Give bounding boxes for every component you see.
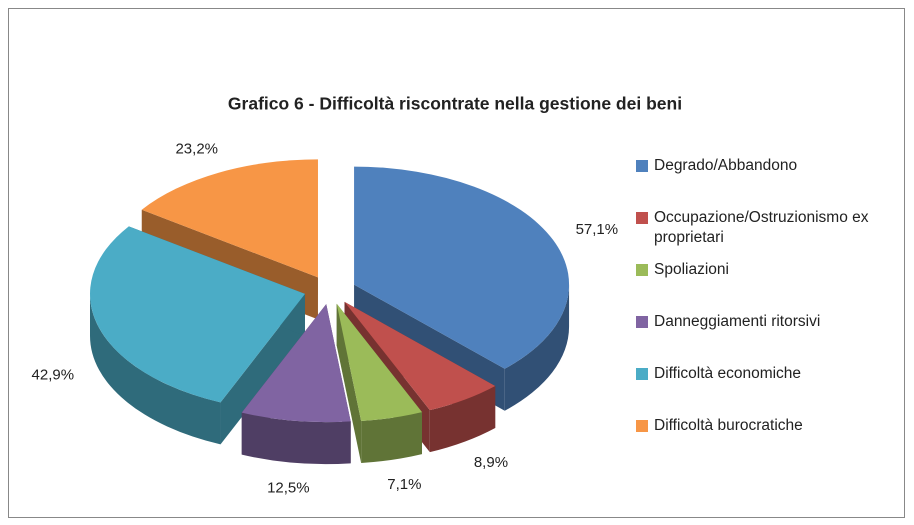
legend-label: Difficoltà economiche xyxy=(654,365,802,382)
slice-side xyxy=(90,293,221,445)
data-label: 23,2% xyxy=(175,141,218,158)
slice-wall xyxy=(336,303,362,464)
slice xyxy=(241,304,351,465)
legend-item: Degrado/Abbandono xyxy=(630,150,900,202)
legend-label: Spoliazioni xyxy=(654,261,729,278)
legend-label: Danneggiamenti ritorsivi xyxy=(654,313,821,330)
data-label: 8,9% xyxy=(474,454,508,471)
chart-title: Grafico 6 - Difficoltà riscontrate nella… xyxy=(228,94,682,114)
legend-swatch xyxy=(636,160,648,172)
legend-label: Occupazione/Ostruzionismo ex proprietari xyxy=(654,209,869,246)
slice-side xyxy=(361,412,423,464)
slice-wall xyxy=(220,293,306,445)
legend-swatch xyxy=(636,368,648,380)
legend-item: Occupazione/Ostruzionismo ex proprietari xyxy=(630,202,900,254)
legend-swatch xyxy=(636,316,648,328)
data-label: 42,9% xyxy=(32,366,75,383)
slice-top xyxy=(90,226,306,403)
data-label: 12,5% xyxy=(267,480,310,497)
legend: Degrado/Abbandono Occupazione/Ostruzionis… xyxy=(630,150,900,462)
slice-top xyxy=(344,301,496,411)
slice xyxy=(336,303,423,464)
legend-label: Difficoltà burocratiche xyxy=(654,417,803,434)
legend-item: Spoliazioni xyxy=(630,254,900,306)
slice-side xyxy=(504,284,570,411)
legend-item: Difficoltà burocratiche xyxy=(630,410,900,462)
slice-top xyxy=(141,159,318,278)
data-label: 7,1% xyxy=(387,476,421,493)
data-label: 57,1% xyxy=(576,221,619,238)
slice-side xyxy=(429,386,496,453)
legend-swatch xyxy=(636,420,648,432)
legend-swatch xyxy=(636,264,648,276)
slice-top xyxy=(336,303,423,422)
legend-item: Danneggiamenti ritorsivi xyxy=(630,306,900,358)
legend-item: Difficoltà economiche xyxy=(630,358,900,410)
slice xyxy=(90,226,306,445)
legend-swatch xyxy=(636,212,648,224)
slice-top xyxy=(354,166,570,369)
slice-side xyxy=(241,412,351,465)
legend-label: Degrado/Abbandono xyxy=(654,157,798,174)
slice-top xyxy=(241,304,351,423)
